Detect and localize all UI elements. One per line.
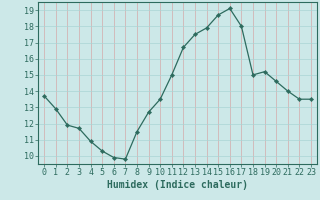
X-axis label: Humidex (Indice chaleur): Humidex (Indice chaleur) — [107, 180, 248, 190]
